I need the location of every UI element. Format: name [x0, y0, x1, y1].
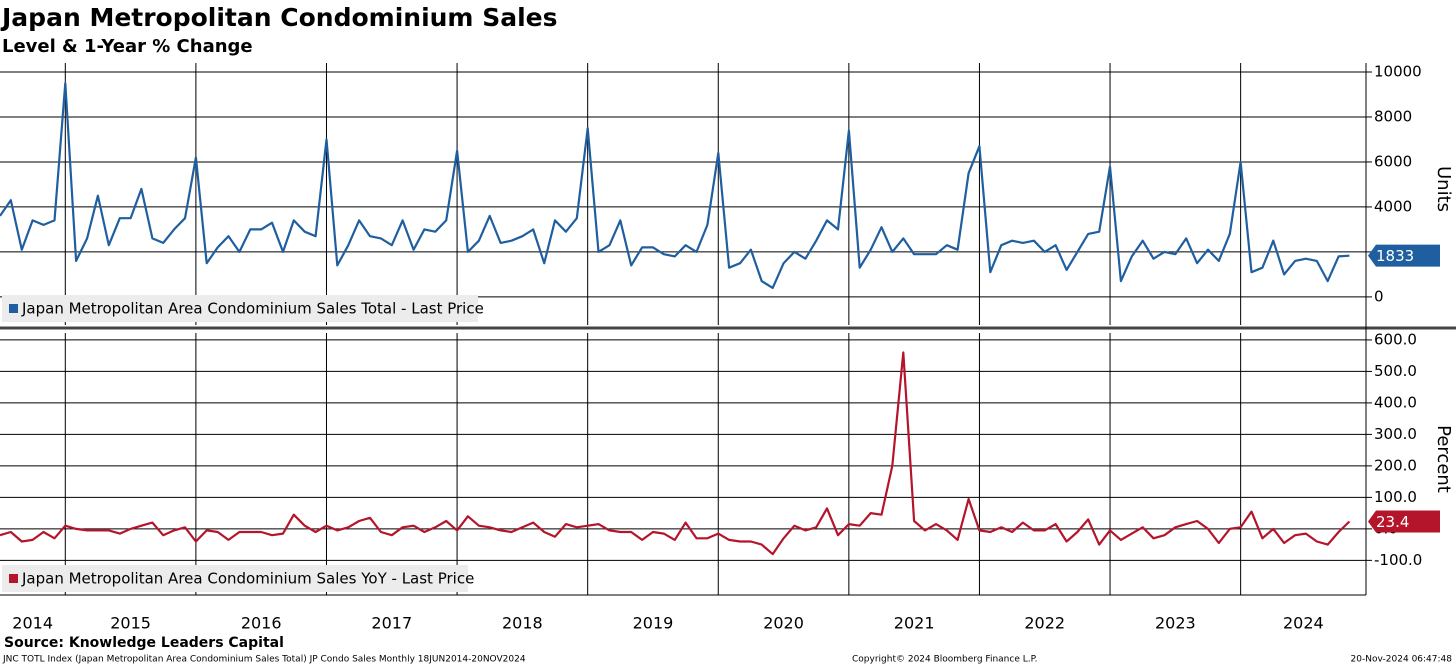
line-series: [0, 351, 1351, 556]
y-axis-label: Units: [1433, 166, 1454, 212]
y-axis-label: Percent: [1433, 425, 1454, 493]
y-tick-label: 10000: [1374, 62, 1422, 80]
y-tick-label: 500.0: [1374, 362, 1417, 380]
legend-box: [2, 565, 468, 592]
footer-left: JNC TOTL Index (Japan Metropolitan Area …: [2, 655, 526, 665]
y-tick-label: 300.0: [1374, 425, 1417, 443]
y-tick-label: 600.0: [1374, 330, 1417, 348]
chart-subtitle: Level & 1-Year % Change: [2, 36, 253, 57]
y-tick-label: 0: [1374, 287, 1384, 305]
legend-box: [2, 295, 478, 322]
x-tick-label: 2023: [1155, 614, 1196, 633]
line-series: [0, 82, 1350, 289]
footer-right: 20-Nov-2024 06:47:48: [1351, 655, 1453, 665]
y-tick-label: 100.0: [1374, 488, 1417, 506]
x-tick-label: 2019: [633, 614, 674, 633]
footer-center: Copyright© 2024 Bloomberg Finance L.P.: [852, 655, 1037, 665]
legend-swatch: [9, 574, 18, 583]
x-tick-label: 2017: [371, 614, 412, 633]
source: Source: Knowledge Leaders Capital: [4, 635, 284, 651]
chart-title: Japan Metropolitan Condominium Sales: [0, 3, 557, 32]
x-tick-label: 2016: [241, 614, 282, 633]
y-tick-label: -100.0: [1374, 551, 1422, 569]
last-value-label: 1833: [1376, 247, 1414, 265]
x-tick-label: 2015: [110, 614, 151, 633]
x-tick-label: 2018: [502, 614, 543, 633]
legend-label: Japan Metropolitan Area Condominium Sale…: [21, 300, 484, 318]
x-tick-label: 2022: [1024, 614, 1065, 633]
x-tick-label: 2020: [763, 614, 804, 633]
y-tick-label: 6000: [1374, 152, 1412, 170]
y-tick-label: 8000: [1374, 107, 1412, 125]
y-tick-label: 400.0: [1374, 393, 1417, 411]
x-tick-label: 2024: [1283, 614, 1324, 633]
x-tick-label: 2021: [894, 614, 935, 633]
legend-label: Japan Metropolitan Area Condominium Sale…: [21, 570, 474, 588]
last-value-tag: [1368, 510, 1440, 533]
last-value-label: 23.4: [1376, 513, 1409, 531]
y-tick-label: 200.0: [1374, 456, 1417, 474]
x-tick-label: 2014: [12, 614, 53, 633]
legend-swatch: [9, 304, 18, 313]
last-value-tag: [1368, 244, 1440, 267]
y-tick-label: 4000: [1374, 197, 1412, 215]
